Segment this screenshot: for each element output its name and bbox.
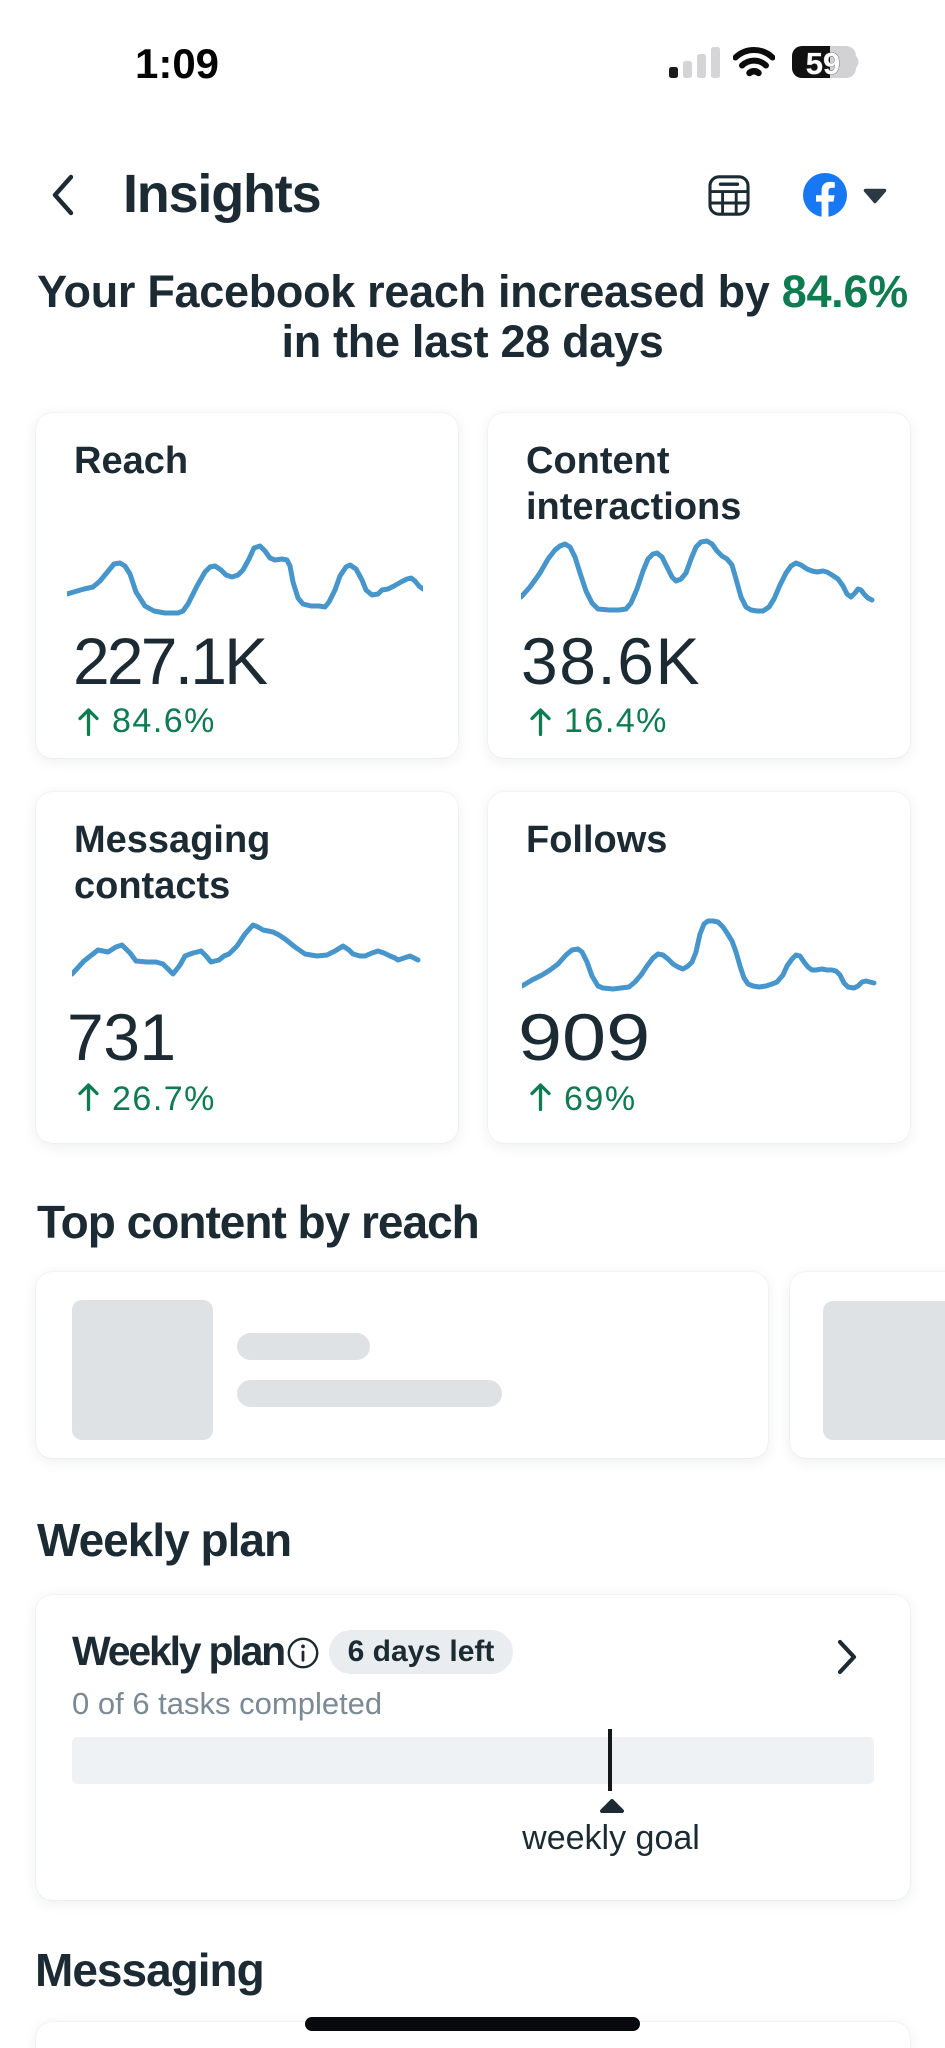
svg-text:59: 59 bbox=[806, 46, 840, 79]
